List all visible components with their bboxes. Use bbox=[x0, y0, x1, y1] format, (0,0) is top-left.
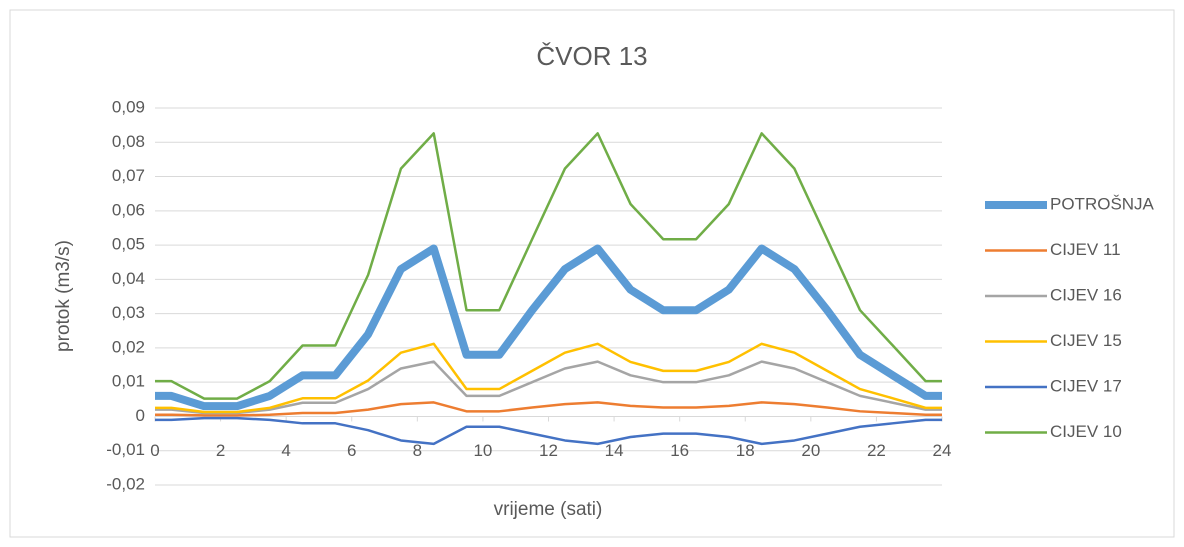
legend-label: POTROŠNJA bbox=[1050, 194, 1155, 213]
x-tick-label: 12 bbox=[539, 441, 558, 460]
x-tick-label: 8 bbox=[413, 441, 422, 460]
y-tick-label: -0,02 bbox=[106, 474, 145, 493]
legend-label: CIJEV 15 bbox=[1050, 331, 1122, 350]
series-line bbox=[155, 360, 942, 415]
legend-label: CIJEV 17 bbox=[1050, 376, 1122, 395]
x-tick-label: 22 bbox=[867, 441, 886, 460]
legend-label: CIJEV 16 bbox=[1050, 285, 1122, 304]
chart-border bbox=[9, 9, 1175, 538]
legend-label: CIJEV 11 bbox=[1050, 240, 1121, 259]
y-tick-label: -0,01 bbox=[106, 440, 145, 459]
x-tick-label: 10 bbox=[473, 441, 492, 460]
x-tick-label: 6 bbox=[347, 441, 356, 460]
y-tick-label: 0,08 bbox=[112, 132, 145, 151]
x-tick-label: 18 bbox=[736, 441, 755, 460]
x-tick-label: 0 bbox=[150, 441, 159, 460]
series-line bbox=[155, 342, 942, 414]
y-tick-label: 0,06 bbox=[112, 200, 145, 219]
y-tick-label: 0,07 bbox=[112, 166, 145, 185]
legend-label: CIJEV 10 bbox=[1050, 422, 1122, 441]
series-line bbox=[155, 416, 942, 446]
x-tick-label: 2 bbox=[216, 441, 225, 460]
series-line bbox=[155, 244, 942, 411]
y-tick-label: 0,04 bbox=[112, 269, 145, 288]
series-line bbox=[155, 132, 942, 400]
x-tick-label: 20 bbox=[801, 441, 820, 460]
y-tick-label: 0,09 bbox=[112, 97, 145, 116]
x-tick-label: 4 bbox=[281, 441, 290, 460]
x-tick-label: 24 bbox=[933, 441, 952, 460]
x-tick-label: 14 bbox=[605, 441, 624, 460]
x-axis-label: vrijeme (sati) bbox=[494, 499, 603, 520]
y-axis-label: protok (m3/s) bbox=[53, 240, 74, 352]
chart-title: ČVOR 13 bbox=[536, 41, 647, 71]
y-tick-label: 0,01 bbox=[112, 372, 145, 391]
x-tick-label: 16 bbox=[670, 441, 689, 460]
y-tick-label: 0 bbox=[136, 406, 145, 425]
y-tick-label: 0,05 bbox=[112, 235, 145, 254]
y-tick-label: 0,03 bbox=[112, 303, 145, 322]
series-line bbox=[155, 401, 942, 417]
y-tick-label: 0,02 bbox=[112, 337, 145, 356]
